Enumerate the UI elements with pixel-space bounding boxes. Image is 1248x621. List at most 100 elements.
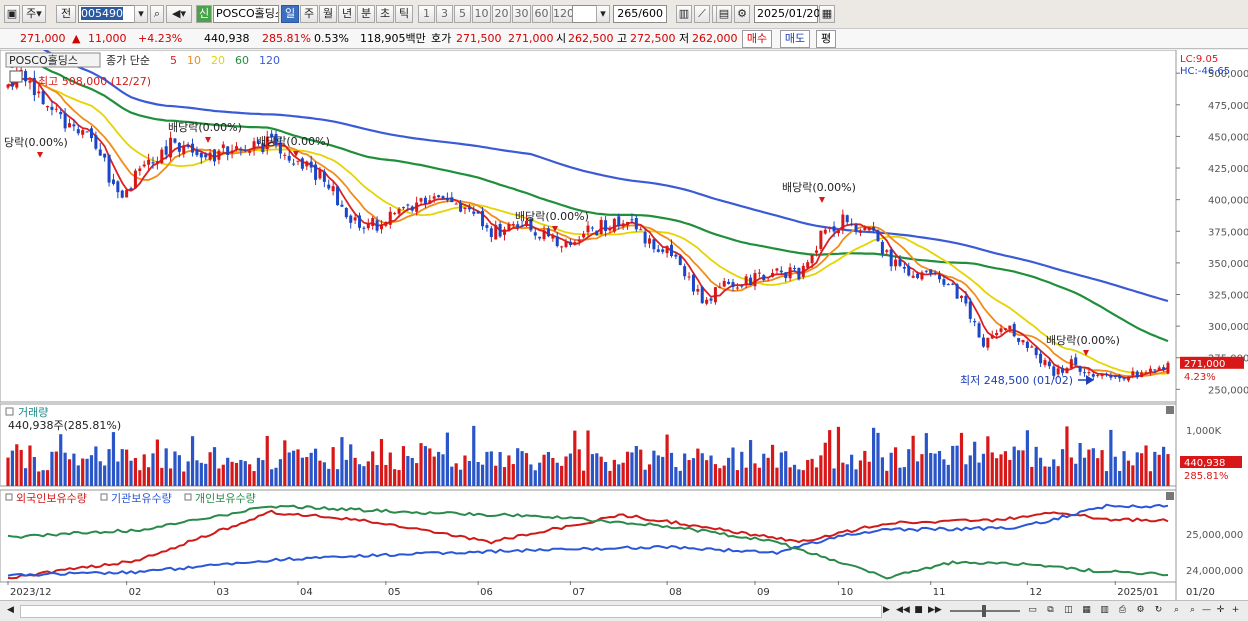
x-label-11: 12 — [1029, 587, 1042, 598]
tab-2[interactable]: 월 — [319, 5, 337, 23]
volume-bar — [665, 434, 669, 486]
print-icon[interactable]: ⎙ — [1118, 605, 1127, 615]
interval-1[interactable]: 1 — [418, 5, 435, 23]
interval-20[interactable]: 20 — [492, 5, 511, 23]
volume-bar — [120, 449, 124, 486]
volume-bar — [401, 446, 406, 486]
refresh-icon[interactable]: ↻ — [1154, 605, 1163, 615]
stop-icon[interactable]: ■ — [914, 605, 923, 615]
candle-type-icon[interactable]: ▥ — [676, 5, 692, 23]
volume-bar — [1043, 466, 1047, 486]
volume-bar — [494, 465, 498, 486]
legend-stock-box[interactable] — [5, 52, 101, 68]
forward-icon[interactable]: ▶▶ — [928, 605, 942, 615]
scroll-track[interactable] — [20, 605, 882, 618]
speaker-icon[interactable]: ◀▾ — [166, 5, 192, 23]
tab-5[interactable]: 초 — [376, 5, 394, 23]
scroll-right-icon[interactable]: ▶ — [883, 605, 890, 615]
candle-body — [683, 266, 687, 277]
sell-button[interactable]: 매도 — [780, 30, 810, 48]
save-icon[interactable]: ▤ — [716, 5, 732, 23]
settings-icon[interactable]: ⚙ — [1136, 605, 1145, 615]
volume-bar — [485, 451, 489, 486]
move-icon[interactable]: ✛ — [1216, 605, 1225, 615]
candle-body — [981, 337, 985, 347]
buy-button[interactable]: 매수 — [742, 30, 772, 48]
price-tick-label-0: 500,000 — [1208, 69, 1248, 80]
candle-body — [538, 236, 542, 239]
chart-type-icon[interactable]: ▥ — [1100, 605, 1109, 615]
volume-bar — [1003, 451, 1008, 486]
interval-5[interactable]: 5 — [454, 5, 471, 23]
candle-body — [362, 227, 366, 229]
tab-1[interactable]: 주 — [300, 5, 318, 23]
candle-body — [6, 84, 10, 88]
interval-dropdown-button[interactable]: ▾ — [596, 5, 610, 23]
candle-body — [586, 225, 590, 233]
volume-bar — [911, 435, 915, 486]
date-input[interactable]: 2025/01/20 — [754, 5, 820, 23]
interval-60[interactable]: 60 — [532, 5, 551, 23]
search-alt-icon[interactable]: ⌕ — [1189, 605, 1196, 615]
x-label-last: 01/20 — [1186, 587, 1215, 598]
interval-3[interactable]: 3 — [436, 5, 453, 23]
grid-toggle-icon[interactable] — [9, 70, 23, 83]
interval-10[interactable]: 10 — [472, 5, 491, 23]
search-icon[interactable]: ⌕ — [150, 5, 164, 23]
candle-body — [634, 218, 638, 230]
candle-body — [1153, 369, 1157, 371]
last-price-box — [1180, 356, 1244, 369]
legend-mode: 종가 단순 — [106, 54, 150, 67]
holdings-panel-close-icon[interactable] — [1166, 492, 1174, 500]
volume-bar — [28, 445, 32, 486]
avg-button[interactable]: 평 — [816, 30, 836, 48]
zoom-out-icon[interactable]: — — [1202, 605, 1211, 615]
zoom-slider-handle[interactable] — [982, 605, 986, 617]
zoom-in-icon[interactable]: + — [1231, 605, 1240, 615]
candle-body — [309, 161, 313, 168]
period-week-select[interactable]: 주▾ — [22, 5, 46, 23]
volume-bar — [230, 461, 234, 486]
window-icon[interactable]: ▣ — [4, 5, 20, 23]
stock-chart[interactable]: 500,000 475,000 450,000 425,000 400,000 375,0… — [0, 50, 1248, 600]
volume-bar — [924, 433, 928, 486]
search-icon[interactable]: ⌕ — [1173, 605, 1180, 615]
tab-4[interactable]: 분 — [357, 5, 375, 23]
candle-body — [814, 250, 818, 253]
turnover-rate: 0.53% — [314, 32, 349, 45]
scroll-left-icon[interactable]: ◀ — [7, 605, 14, 615]
calendar-icon[interactable]: ▦ — [819, 5, 835, 23]
interval-120[interactable]: 120 — [552, 5, 574, 23]
draw-tool-icon[interactable]: ⟋ — [694, 5, 710, 23]
gear-icon[interactable]: ⚙ — [734, 5, 750, 23]
volume-bar — [292, 450, 296, 486]
stock-name-field[interactable]: POSCO홀딩스 — [213, 5, 279, 23]
price-tick-label-7: 325,000 — [1208, 291, 1248, 302]
candle-body — [226, 146, 230, 156]
tab-0[interactable]: 일 — [281, 5, 299, 23]
layout-icon[interactable]: ▭ — [1028, 605, 1037, 615]
volume-bar — [164, 448, 168, 486]
candle-body — [801, 265, 805, 277]
volume-panel-close-icon[interactable] — [1166, 406, 1174, 414]
tab-6[interactable]: 틱 — [395, 5, 413, 23]
volume-bar — [296, 449, 300, 486]
volume-bar — [836, 426, 841, 486]
split-icon[interactable]: ◫ — [1064, 605, 1073, 615]
interval-30[interactable]: 30 — [512, 5, 531, 23]
volume-bar — [371, 451, 375, 486]
volume-bar — [375, 465, 379, 486]
volume-bar — [511, 464, 515, 486]
tab-3[interactable]: 년 — [338, 5, 356, 23]
rewind-icon[interactable]: ◀◀ — [896, 605, 910, 615]
count-field[interactable]: 265/600 — [613, 5, 667, 23]
volume-bar — [1017, 450, 1021, 486]
period-prev-button[interactable]: 전 — [56, 5, 76, 23]
code-dropdown-button[interactable]: ▾ — [134, 5, 148, 23]
candle-body — [876, 230, 880, 241]
volume-bar — [6, 457, 10, 486]
copy-icon[interactable]: ⧉ — [1047, 605, 1054, 615]
stock-code-input[interactable]: 005490 — [78, 5, 136, 23]
grid-icon[interactable]: ▦ — [1082, 605, 1091, 615]
x-label-5: 06 — [480, 587, 493, 598]
